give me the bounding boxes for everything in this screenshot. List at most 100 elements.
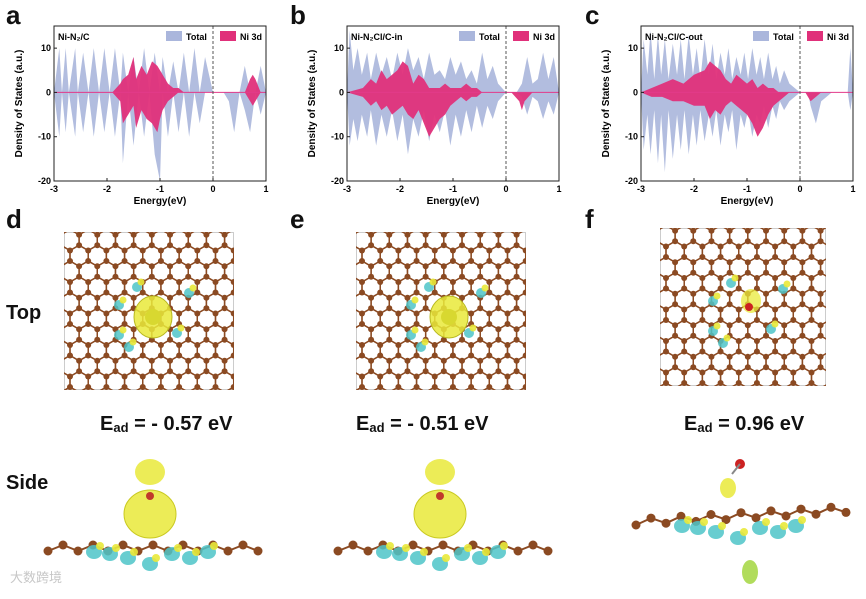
carbon-atom xyxy=(495,263,502,270)
carbon-atom xyxy=(459,336,466,343)
carbon-atom xyxy=(817,332,824,339)
carbon-atom xyxy=(212,352,219,359)
carbon-atom xyxy=(781,238,788,245)
carbon-atom xyxy=(753,369,760,376)
carbon-atom xyxy=(808,369,815,376)
carbon-atom xyxy=(513,242,520,249)
carbon-atom xyxy=(726,353,733,360)
adsorbate-atom xyxy=(436,492,444,500)
carbon-atom xyxy=(185,368,192,375)
carbon-atom xyxy=(176,289,183,296)
carbon-atom xyxy=(203,232,210,238)
carbon-atom xyxy=(176,310,183,317)
carbon-atom xyxy=(386,305,393,312)
carbon-atom xyxy=(763,259,770,266)
carbon-atom xyxy=(212,279,219,285)
carbon-atom xyxy=(167,294,174,301)
graphene-sheet-side xyxy=(333,540,553,556)
carbon-atom xyxy=(817,364,824,371)
carbon-atom xyxy=(368,232,375,238)
carbon-atom xyxy=(763,332,770,339)
carbon-atom xyxy=(348,540,358,550)
carbon-atom xyxy=(672,332,679,339)
carbon-atom xyxy=(130,273,137,280)
carbon-atom xyxy=(477,357,484,364)
carbon-atom xyxy=(672,322,679,329)
carbon-atom xyxy=(194,289,201,296)
carbon-atom xyxy=(148,273,155,280)
carbon-atom xyxy=(495,242,502,249)
carbon-atom xyxy=(221,232,228,238)
carbon-atom xyxy=(431,247,438,254)
carbon-atom xyxy=(663,275,669,281)
carbon-atom xyxy=(185,242,192,249)
carbon-atom xyxy=(395,289,402,296)
carbon-atom xyxy=(212,373,219,380)
ead-subscript-f: ad xyxy=(697,420,713,435)
carbon-atom xyxy=(513,232,520,238)
carbon-atom xyxy=(681,338,688,344)
carbon-atom xyxy=(690,322,697,329)
charge-density-lobe xyxy=(720,478,736,498)
row-label-top: Top xyxy=(6,302,42,324)
carbon-atom xyxy=(203,294,210,301)
ead-symbol-f: E xyxy=(684,413,698,435)
charge-density-yellow xyxy=(713,292,721,300)
carbon-atom xyxy=(522,258,526,264)
carbon-atom xyxy=(522,384,526,390)
carbon-atom xyxy=(76,263,83,270)
carbon-atom xyxy=(744,332,751,339)
carbon-atom xyxy=(359,373,365,380)
carbon-atom xyxy=(221,368,228,375)
carbon-atom xyxy=(94,326,101,333)
charge-density-lobe-large xyxy=(413,489,467,539)
carbon-atom xyxy=(103,279,110,285)
carbon-atom xyxy=(717,275,724,281)
carbon-atom xyxy=(781,332,788,339)
carbon-atom xyxy=(799,238,806,245)
panel-letter-e: e xyxy=(290,204,305,234)
carbon-atom xyxy=(504,289,511,296)
carbon-atom xyxy=(194,342,201,348)
carbon-atom xyxy=(386,242,393,249)
carbon-atom xyxy=(422,232,429,238)
carbon-atom xyxy=(230,310,234,317)
y-tick-label: 10 xyxy=(628,43,638,53)
carbon-atom xyxy=(230,384,234,390)
x-tick-label: -1 xyxy=(743,184,751,194)
carbon-atom xyxy=(377,373,384,380)
y-tick-label: 0 xyxy=(633,87,638,97)
charge-density-yellow xyxy=(402,544,410,552)
carbon-atom xyxy=(486,352,493,359)
carbon-atom xyxy=(395,310,402,317)
carbon-atom xyxy=(799,290,806,297)
carbon-atom xyxy=(513,273,520,280)
carbon-atom xyxy=(681,254,688,260)
carbon-atom xyxy=(753,317,760,323)
carbon-atom xyxy=(359,321,365,327)
carbon-atom xyxy=(185,263,192,270)
carbon-atom xyxy=(468,310,475,317)
carbon-atom xyxy=(368,326,375,333)
carbon-atom xyxy=(103,258,110,264)
carbon-atom xyxy=(513,326,520,333)
carbon-atom xyxy=(735,306,742,313)
carbon-atom xyxy=(431,373,438,380)
carbon-atom xyxy=(203,357,210,364)
carbon-atom xyxy=(449,247,456,254)
carbon-atom xyxy=(85,342,92,348)
charge-density-yellow xyxy=(700,518,708,526)
charge-density-yellow xyxy=(210,542,218,550)
legend-label-ni3d: Ni 3d xyxy=(533,32,555,42)
x-axis-label: Energy(eV) xyxy=(134,196,187,207)
charge-density-yellow xyxy=(481,284,489,292)
ead-symbol-d: E xyxy=(100,413,114,435)
carbon-atom xyxy=(203,242,210,249)
charge-density-yellow xyxy=(684,516,692,524)
carbon-atom xyxy=(85,352,92,359)
carbon-atom xyxy=(112,263,119,270)
carbon-atom xyxy=(790,275,797,281)
panel-letter-c: c xyxy=(585,0,600,30)
carbon-atom xyxy=(699,306,706,313)
